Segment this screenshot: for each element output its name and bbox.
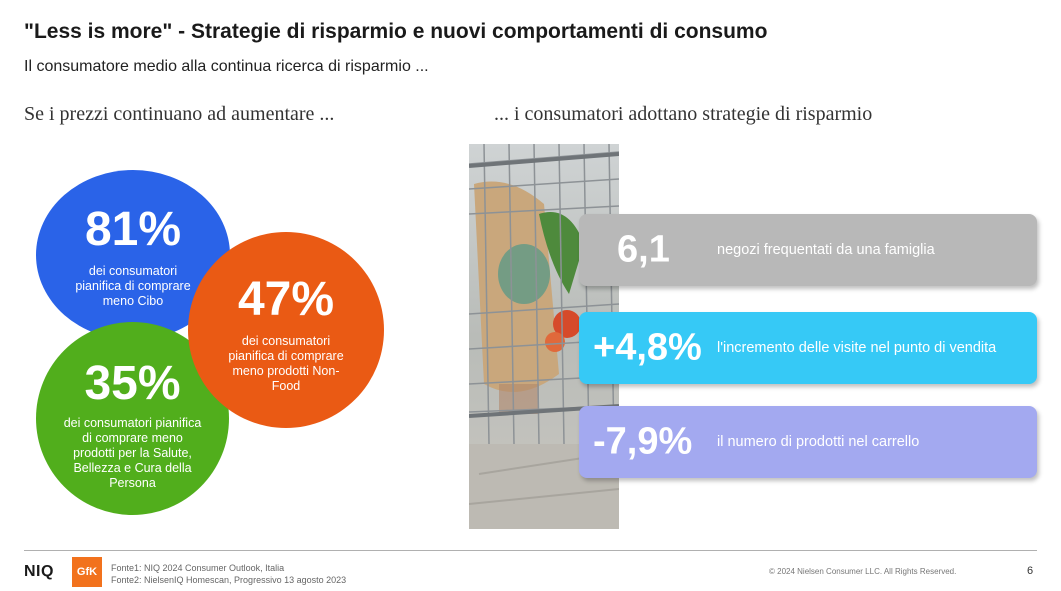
stat-percent: 47% [188,276,384,324]
stat-description: dei consumatori pianifica di comprare me… [68,264,198,309]
stat-card-value: +4,8% [593,327,702,370]
stat-card-stores: 6,1 negozi frequentati da una famiglia [579,214,1037,286]
stat-card-label: l'incremento delle visite nel punto di v… [717,340,996,356]
stat-circle-non-food: 47% dei consumatori pianifica di comprar… [188,232,384,428]
stat-card-label: negozi frequentati da una famiglia [717,242,935,258]
stat-card-value: -7,9% [593,421,692,464]
source-note-2: Fonte2: NielsenIQ Homescan, Progressivo … [111,575,346,585]
copyright: © 2024 Nielsen Consumer LLC. All Rights … [769,567,956,576]
gfk-logo: GfK [72,557,102,587]
stat-percent: 81% [36,206,230,254]
stat-card-label: il numero di prodotti nel carrello [717,434,919,450]
stat-card-visits: +4,8% l'incremento delle visite nel punt… [579,312,1037,384]
stat-description: dei consumatori pianifica di comprare me… [63,416,203,491]
page-subtitle: Il consumatore medio alla continua ricer… [24,58,429,76]
page-title: "Less is more" - Strategie di risparmio … [24,20,767,44]
right-heading: ... i consumatori adottano strategie di … [494,103,872,126]
footer-divider [24,550,1037,551]
left-heading: Se i prezzi continuano ad aumentare ... [24,103,334,126]
niq-logo: NIQ [24,563,54,581]
source-note-1: Fonte1: NIQ 2024 Consumer Outlook, Itali… [111,563,284,573]
stat-card-products: -7,9% il numero di prodotti nel carrello [579,406,1037,478]
stat-card-value: 6,1 [617,229,670,272]
page-number: 6 [1027,565,1033,577]
stat-description: dei consumatori pianifica di comprare me… [221,334,351,394]
